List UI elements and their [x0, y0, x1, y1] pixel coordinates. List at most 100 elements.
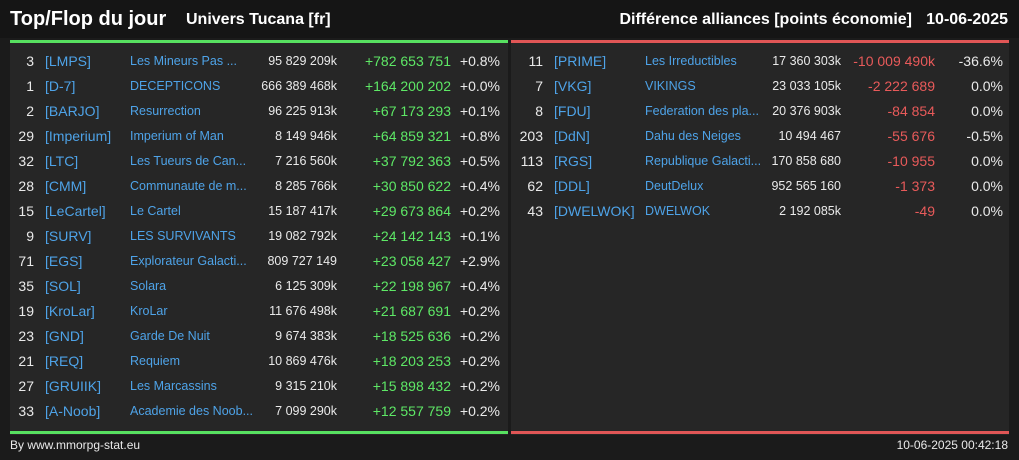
alliance-rank: 29: [18, 128, 34, 144]
alliance-name-link[interactable]: Republique Galacti...: [645, 154, 761, 168]
alliance-name-link[interactable]: Federation des pla...: [645, 104, 759, 118]
alliance-diff: +64 859 321: [372, 128, 451, 144]
alliance-points: 10 494 467: [778, 129, 841, 143]
alliance-diff: +23 058 427: [372, 253, 451, 269]
alliance-tag-link[interactable]: [VKG]: [554, 78, 592, 94]
alliance-tag-link[interactable]: [LeCartel]: [45, 203, 106, 219]
alliance-tag-link[interactable]: [FDU]: [554, 103, 591, 119]
alliance-percent: +0.8%: [459, 128, 500, 144]
alliance-tag-link[interactable]: [DWELWOK]: [554, 203, 635, 219]
alliance-name-link[interactable]: Les Irreductibles: [645, 54, 737, 68]
alliance-rank: 28: [18, 178, 34, 194]
alliance-tag-link[interactable]: [EGS]: [45, 253, 83, 269]
alliance-points: 15 187 417k: [268, 204, 337, 218]
alliance-row: 19 [KroLar] KroLar 11 676 498k +21 687 691 +0…: [10, 299, 508, 324]
alliance-tag-link[interactable]: [DDL]: [554, 178, 590, 194]
alliance-diff: -10 955: [887, 153, 935, 169]
alliance-tag-link[interactable]: [KroLar]: [45, 303, 95, 319]
alliance-rank: 113: [520, 153, 543, 169]
alliance-name-link[interactable]: DECEPTICONS: [130, 79, 221, 93]
alliance-name-link[interactable]: Requiem: [130, 354, 181, 368]
alliance-percent: -0.5%: [966, 128, 1003, 144]
alliance-percent: +0.2%: [459, 328, 500, 344]
alliance-diff: +18 203 253: [372, 353, 451, 369]
alliance-row: 7 [VKG] VIKINGS 23 033 105k -2 222 689 0.0%: [511, 74, 1009, 99]
alliance-rank: 35: [18, 278, 34, 294]
alliance-percent: +0.1%: [459, 228, 500, 244]
alliance-percent: 0.0%: [971, 178, 1003, 194]
alliance-row: 33 [A-Noob] Academie des Noob... 7 099 290k…: [10, 399, 508, 424]
alliance-points: 17 360 303k: [772, 54, 841, 68]
alliance-name-link[interactable]: Les Mineurs Pas ...: [130, 54, 237, 68]
source-credit: By www.mmorpg-stat.eu: [10, 438, 141, 452]
alliance-tag-link[interactable]: [SURV]: [45, 228, 92, 244]
alliance-diff: -2 222 689: [868, 78, 935, 94]
alliance-tag-link[interactable]: [DdN]: [554, 128, 590, 144]
alliance-tag-link[interactable]: [D-7]: [45, 78, 76, 94]
alliance-name-link[interactable]: Les Tueurs de Can...: [130, 154, 247, 168]
alliance-diff: +782 653 751: [364, 53, 451, 69]
alliance-tag-link[interactable]: [SOL]: [45, 278, 81, 294]
alliance-rank: 11: [528, 53, 543, 69]
alliance-tag-link[interactable]: [CMM]: [45, 178, 87, 194]
alliance-tag-link[interactable]: [RGS]: [554, 153, 593, 169]
alliance-name-link[interactable]: LES SURVIVANTS: [130, 229, 236, 243]
alliance-points: 19 082 792k: [268, 229, 337, 243]
alliance-row: 2 [BARJO] Resurrection 96 225 913k +67 173 2…: [10, 99, 508, 124]
alliance-points: 96 225 913k: [268, 104, 337, 118]
alliance-name-link[interactable]: Dahu des Neiges: [645, 129, 741, 143]
alliance-row: 203 [DdN] Dahu des Neiges 10 494 467 -55 676…: [511, 124, 1009, 149]
alliance-name-link[interactable]: DWELWOK: [645, 204, 711, 218]
alliance-diff: +30 850 622: [372, 178, 451, 194]
alliance-rank: 7: [535, 78, 543, 94]
alliance-points: 9 674 383k: [275, 329, 337, 343]
alliance-points: 8 149 946k: [275, 129, 337, 143]
alliance-points: 6 125 309k: [275, 279, 337, 293]
alliance-percent: +0.8%: [459, 53, 500, 69]
alliance-name-link[interactable]: Garde De Nuit: [130, 329, 210, 343]
alliance-name-link[interactable]: VIKINGS: [645, 79, 696, 93]
flop-panel-accent: [511, 431, 1009, 434]
alliance-row: 113 [RGS] Republique Galacti... 170 858 680…: [511, 149, 1009, 174]
alliance-tag-link[interactable]: [REQ]: [45, 353, 84, 369]
alliance-diff: +164 200 202: [364, 78, 451, 94]
alliance-tag-link[interactable]: [LMPS]: [45, 53, 91, 69]
alliance-points: 11 676 498k: [269, 304, 337, 318]
alliance-tag-link[interactable]: [A-Noob]: [45, 403, 101, 419]
alliance-row: 23 [GND] Garde De Nuit 9 674 383k +18 525 63…: [10, 324, 508, 349]
alliance-name-link[interactable]: Les Marcassins: [130, 379, 217, 393]
alliance-rank: 21: [18, 353, 34, 369]
alliance-name-link[interactable]: Resurrection: [130, 104, 201, 118]
alliance-name-link[interactable]: Academie des Noob...: [130, 404, 253, 418]
alliance-percent: 0.0%: [971, 78, 1003, 94]
alliance-diff: +18 525 636: [372, 328, 451, 344]
alliance-rank: 27: [18, 378, 34, 394]
alliance-name-link[interactable]: Communaute de m...: [130, 179, 247, 193]
alliance-tag-link[interactable]: [PRIME]: [554, 53, 607, 69]
alliance-tag-link[interactable]: [GND]: [45, 328, 84, 344]
alliance-diff: -49: [914, 203, 935, 219]
alliance-points: 23 033 105k: [772, 79, 841, 93]
alliance-name-link[interactable]: DeutDelux: [645, 179, 704, 193]
alliance-percent: -36.6%: [958, 53, 1003, 69]
alliance-row: 1 [D-7] DECEPTICONS 666 389 468k +164 200 20…: [10, 74, 508, 99]
alliance-diff: +21 687 691: [372, 303, 451, 319]
alliance-name-link[interactable]: Explorateur Galacti...: [130, 254, 247, 268]
alliance-points: 95 829 209k: [268, 54, 337, 68]
alliance-percent: +0.0%: [459, 78, 500, 94]
alliance-row: 8 [FDU] Federation des pla... 20 376 903k -8…: [511, 99, 1009, 124]
alliance-name-link[interactable]: Solara: [130, 279, 167, 293]
alliance-tag-link[interactable]: [LTC]: [45, 153, 79, 169]
alliance-rank: 43: [527, 203, 543, 219]
alliance-percent: +0.2%: [459, 203, 500, 219]
alliance-rank: 2: [26, 103, 34, 119]
alliance-rank: 32: [18, 153, 34, 169]
universe-label: Univers Tucana [fr]: [186, 11, 331, 28]
alliance-tag-link[interactable]: [GRUIIK]: [45, 378, 102, 394]
alliance-tag-link[interactable]: [Imperium]: [45, 128, 112, 144]
alliance-name-link[interactable]: Imperium of Man: [130, 129, 224, 143]
alliance-name-link[interactable]: Le Cartel: [130, 204, 181, 218]
alliance-tag-link[interactable]: [BARJO]: [45, 103, 100, 119]
alliance-row: 28 [CMM] Communaute de m... 8 285 766k +30 8…: [10, 174, 508, 199]
alliance-name-link[interactable]: KroLar: [130, 304, 168, 318]
